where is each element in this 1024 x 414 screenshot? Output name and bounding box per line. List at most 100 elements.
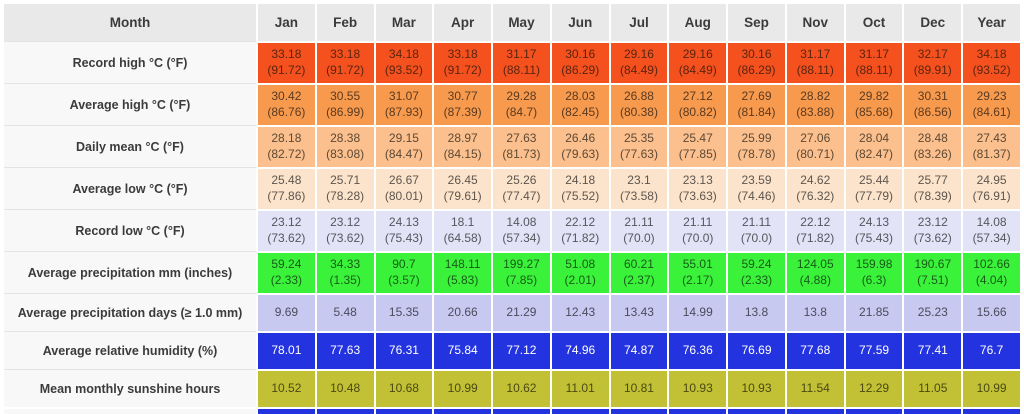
table-cell: 23.12 (73.62) xyxy=(314,209,374,251)
header-month-jul: Jul xyxy=(608,4,668,41)
table-cell: 28.38 (83.08) xyxy=(314,125,374,167)
table-cell: 55.01 (2.17) xyxy=(667,251,727,293)
table-cell: 77.68 xyxy=(784,331,844,369)
table-cell: 26.67 (80.01) xyxy=(373,167,433,209)
table-cell: 124.05 (4.88) xyxy=(784,251,844,293)
table-cell: 15.35 xyxy=(373,293,433,331)
table-cell: 24.62 (76.32) xyxy=(784,167,844,209)
header-month-jun: Jun xyxy=(549,4,609,41)
header-month-aug: Aug xyxy=(667,4,727,41)
header-month-label: Month xyxy=(4,4,256,41)
table-cell: 14.08 (57.34) xyxy=(491,209,550,251)
table-cell: 76.69 xyxy=(726,331,785,369)
table-cell: 29.28 (84.7) xyxy=(491,83,550,125)
table-cell: 29.16 (84.49) xyxy=(608,41,668,83)
table-cell: 77.59 xyxy=(843,331,903,369)
table-cell: 5.48 xyxy=(314,293,374,331)
table-cell: 33.18 (91.72) xyxy=(314,41,374,83)
table-cell: 25.35 (77.63) xyxy=(608,125,668,167)
table-cell: 21.11 (70.0) xyxy=(667,209,727,251)
table-cell: 10.52 xyxy=(256,369,315,407)
table-cell: 24.13 (75.43) xyxy=(843,209,903,251)
partial-row-cell xyxy=(314,407,374,414)
table-cell: 33.18 (91.72) xyxy=(256,41,315,83)
table-cell: 77.63 xyxy=(314,331,374,369)
header-month-apr: Apr xyxy=(432,4,492,41)
table-cell: 22.12 (71.82) xyxy=(549,209,609,251)
table-cell: 27.12 (80.82) xyxy=(667,83,727,125)
table-cell: 75.84 xyxy=(432,331,492,369)
table-cell: 29.23 (84.61) xyxy=(961,83,1020,125)
table-row: Mean monthly sunshine hours 10.52 10.48 10.… xyxy=(4,369,1020,407)
table-cell: 11.54 xyxy=(784,369,844,407)
table-cell: 148.11 (5.83) xyxy=(432,251,492,293)
table-cell: 10.68 xyxy=(373,369,433,407)
partial-row-cell xyxy=(726,407,785,414)
table-row: Record low °C (°F) 23.12 (73.62) 23.12 (73.6… xyxy=(4,209,1020,251)
table-cell: 26.88 (80.38) xyxy=(608,83,668,125)
table-cell: 21.11 (70.0) xyxy=(726,209,785,251)
row-label: Daily mean °C (°F) xyxy=(4,125,256,167)
table-cell: 77.41 xyxy=(902,331,962,369)
table-cell: 10.99 xyxy=(961,369,1020,407)
table-cell: 25.23 xyxy=(902,293,962,331)
table-cell: 30.31 (86.56) xyxy=(902,83,962,125)
table-cell: 10.93 xyxy=(667,369,727,407)
table-cell: 11.01 xyxy=(549,369,609,407)
table-row: Average precipitation mm (inches) 59.24 (2… xyxy=(4,251,1020,293)
table-cell: 13.43 xyxy=(608,293,668,331)
table-cell: 29.16 (84.49) xyxy=(667,41,727,83)
table-cell: 24.13 (75.43) xyxy=(373,209,433,251)
table-cell: 90.7 (3.57) xyxy=(373,251,433,293)
table-cell: 29.15 (84.47) xyxy=(373,125,433,167)
table-body: Record high °C (°F) 33.18 (91.72) 33.18 (91.… xyxy=(4,41,1020,414)
table-cell: 18.1 (64.58) xyxy=(432,209,492,251)
table-cell: 102.66 (4.04) xyxy=(961,251,1020,293)
table-cell: 25.47 (77.85) xyxy=(667,125,727,167)
table-cell: 60.21 (2.37) xyxy=(608,251,668,293)
table-row: Daily mean °C (°F) 28.18 (82.72) 28.38 (83.0… xyxy=(4,125,1020,167)
row-label: Record high °C (°F) xyxy=(4,41,256,83)
table-cell: 30.42 (86.76) xyxy=(256,83,315,125)
table-cell: 34.18 (93.52) xyxy=(373,41,433,83)
partial-row-label xyxy=(4,407,256,414)
partial-row-cell xyxy=(256,407,315,414)
table-cell: 76.36 xyxy=(667,331,727,369)
table-cell: 28.03 (82.45) xyxy=(549,83,609,125)
table-cell: 25.26 (77.47) xyxy=(491,167,550,209)
table-cell: 29.82 (85.68) xyxy=(843,83,903,125)
partial-row-cell xyxy=(902,407,962,414)
table-cell: 13.8 xyxy=(726,293,785,331)
table-cell: 74.87 xyxy=(608,331,668,369)
table-cell: 22.12 (71.82) xyxy=(784,209,844,251)
table-cell: 30.16 (86.29) xyxy=(549,41,609,83)
table-cell: 20.66 xyxy=(432,293,492,331)
table-cell: 190.67 (7.51) xyxy=(902,251,962,293)
header-month-sep: Sep xyxy=(726,4,785,41)
partial-next-row xyxy=(4,407,1020,414)
table-row: Average high °C (°F) 30.42 (86.76) 30.55 (86… xyxy=(4,83,1020,125)
table-cell: 28.04 (82.47) xyxy=(843,125,903,167)
table-cell: 25.71 (78.28) xyxy=(314,167,374,209)
partial-row-cell xyxy=(961,407,1020,414)
header-row: Month Jan Feb Mar Apr May Jun Jul Aug Sep Nov Oct D… xyxy=(4,4,1020,41)
table-cell: 14.99 xyxy=(667,293,727,331)
header-month-may: May xyxy=(491,4,550,41)
table-cell: 32.17 (89.91) xyxy=(902,41,962,83)
header-month-oct: Oct xyxy=(843,4,903,41)
table-cell: 27.63 (81.73) xyxy=(491,125,550,167)
table-cell: 13.8 xyxy=(784,293,844,331)
partial-row-cell xyxy=(667,407,727,414)
table-cell: 15.66 xyxy=(961,293,1020,331)
table-cell: 23.1 (73.58) xyxy=(608,167,668,209)
table-cell: 10.48 xyxy=(314,369,374,407)
table-cell: 51.08 (2.01) xyxy=(549,251,609,293)
table-cell: 31.17 (88.11) xyxy=(843,41,903,83)
table-cell: 25.44 (77.79) xyxy=(843,167,903,209)
table-cell: 9.69 xyxy=(256,293,315,331)
row-label: Average precipitation mm (inches) xyxy=(4,251,256,293)
table-cell: 77.12 xyxy=(491,331,550,369)
table-row: Record high °C (°F) 33.18 (91.72) 33.18 (91.… xyxy=(4,41,1020,83)
table-row: Average low °C (°F) 25.48 (77.86) 25.71 (78.… xyxy=(4,167,1020,209)
